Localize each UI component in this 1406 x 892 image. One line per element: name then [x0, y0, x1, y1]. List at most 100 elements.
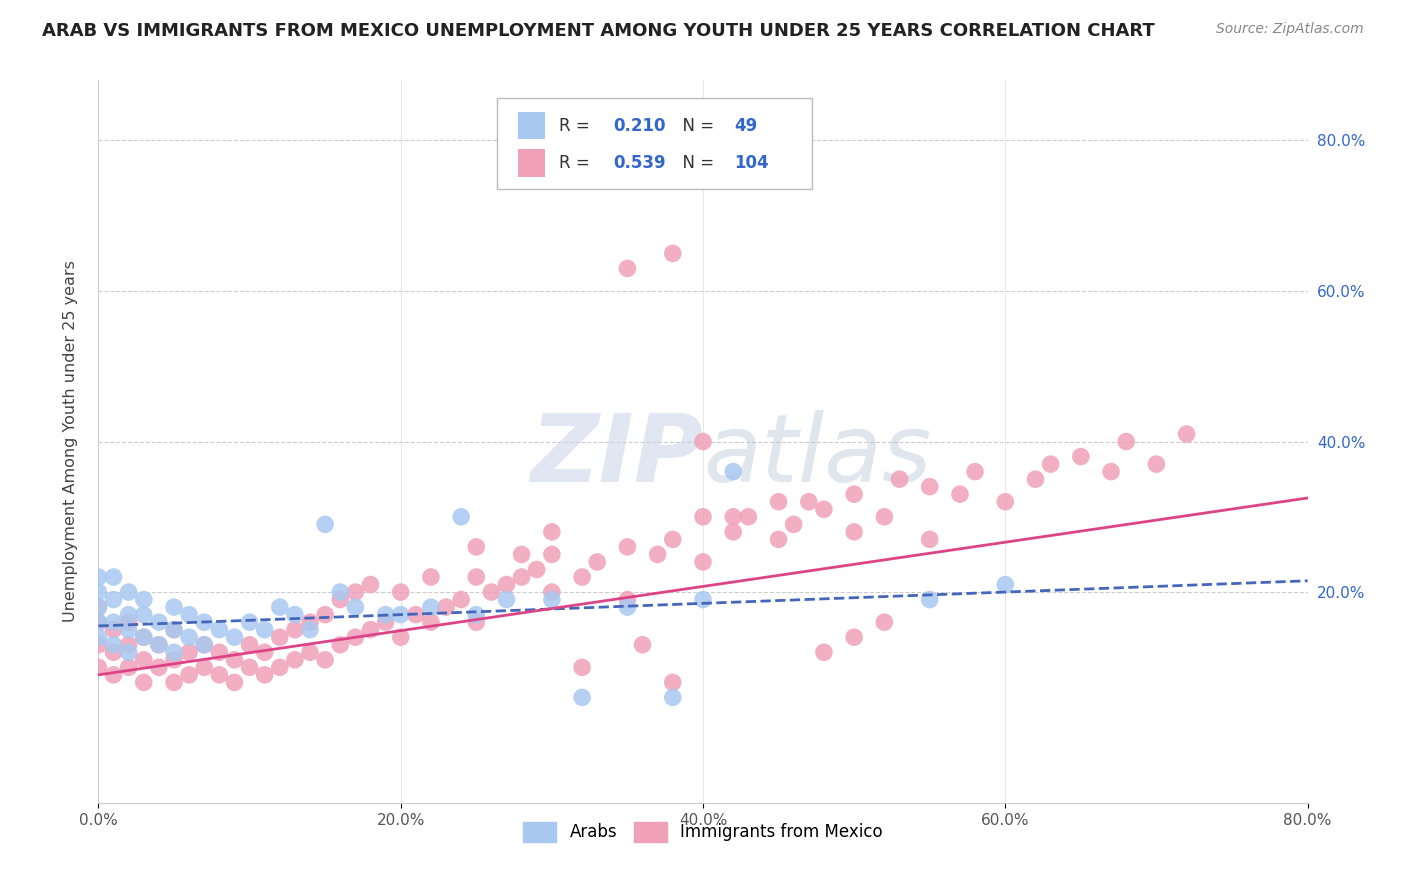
Point — [179, 668, 201, 682]
Point — [299, 623, 322, 637]
Point — [540, 548, 562, 562]
Point — [269, 600, 291, 615]
Point — [87, 638, 110, 652]
Point — [692, 434, 714, 449]
Point — [299, 615, 322, 630]
Point — [148, 660, 170, 674]
Point — [631, 638, 654, 652]
Point — [103, 623, 125, 637]
Text: ZIP: ZIP — [530, 410, 703, 502]
Point — [118, 623, 141, 637]
Point — [103, 615, 125, 630]
Point — [797, 494, 820, 508]
Point — [239, 638, 262, 652]
Point — [420, 615, 443, 630]
Point — [208, 623, 231, 637]
Point — [148, 615, 170, 630]
Point — [510, 548, 533, 562]
Point — [239, 660, 262, 674]
Point — [873, 509, 896, 524]
Point — [103, 638, 125, 652]
Point — [389, 585, 412, 599]
Point — [844, 487, 866, 501]
FancyBboxPatch shape — [517, 149, 544, 177]
Point — [965, 465, 987, 479]
Point — [284, 623, 307, 637]
Point — [87, 630, 110, 644]
Point — [994, 577, 1017, 591]
Text: N =: N = — [672, 117, 718, 135]
Point — [163, 645, 186, 659]
Point — [132, 675, 155, 690]
Point — [163, 675, 186, 690]
Point — [616, 540, 638, 554]
Point — [103, 592, 125, 607]
Text: R =: R = — [560, 117, 595, 135]
Point — [616, 600, 638, 615]
Point — [329, 638, 352, 652]
Point — [434, 600, 457, 615]
Point — [616, 261, 638, 276]
Point — [540, 592, 562, 607]
Text: 0.539: 0.539 — [613, 154, 666, 172]
Point — [918, 592, 941, 607]
Point — [450, 509, 472, 524]
Point — [949, 487, 972, 501]
Point — [132, 630, 155, 644]
Point — [540, 585, 562, 599]
Text: 104: 104 — [734, 154, 769, 172]
Point — [118, 660, 141, 674]
Point — [208, 645, 231, 659]
Point — [314, 653, 336, 667]
Point — [284, 607, 307, 622]
Point — [526, 562, 548, 576]
FancyBboxPatch shape — [517, 112, 544, 139]
Point — [374, 607, 396, 622]
Point — [723, 509, 745, 524]
Point — [465, 607, 488, 622]
Point — [118, 615, 141, 630]
Point — [163, 623, 186, 637]
Point — [389, 607, 412, 622]
Point — [420, 600, 443, 615]
Point — [132, 630, 155, 644]
Point — [118, 645, 141, 659]
Point — [314, 607, 336, 622]
Point — [450, 592, 472, 607]
Point — [148, 638, 170, 652]
Point — [873, 615, 896, 630]
Text: Source: ZipAtlas.com: Source: ZipAtlas.com — [1216, 22, 1364, 37]
Point — [269, 660, 291, 674]
Point — [87, 615, 110, 630]
Point — [132, 592, 155, 607]
Point — [1070, 450, 1092, 464]
Point — [87, 660, 110, 674]
Point — [224, 675, 246, 690]
Text: N =: N = — [672, 154, 718, 172]
Point — [239, 615, 262, 630]
Point — [224, 653, 246, 667]
Point — [844, 524, 866, 539]
Point — [389, 630, 412, 644]
Point — [118, 638, 141, 652]
Point — [723, 524, 745, 539]
Text: 0.210: 0.210 — [613, 117, 666, 135]
Point — [193, 638, 215, 652]
Point — [344, 585, 367, 599]
Point — [224, 630, 246, 644]
Point — [118, 607, 141, 622]
Point — [510, 570, 533, 584]
Point — [132, 607, 155, 622]
Point — [661, 533, 683, 547]
Point — [208, 668, 231, 682]
Point — [253, 623, 276, 637]
Point — [314, 517, 336, 532]
Point — [768, 533, 790, 547]
Point — [1099, 465, 1122, 479]
Point — [586, 555, 609, 569]
Text: R =: R = — [560, 154, 595, 172]
Point — [284, 653, 307, 667]
Point — [1024, 472, 1046, 486]
Point — [571, 690, 593, 705]
Point — [103, 668, 125, 682]
